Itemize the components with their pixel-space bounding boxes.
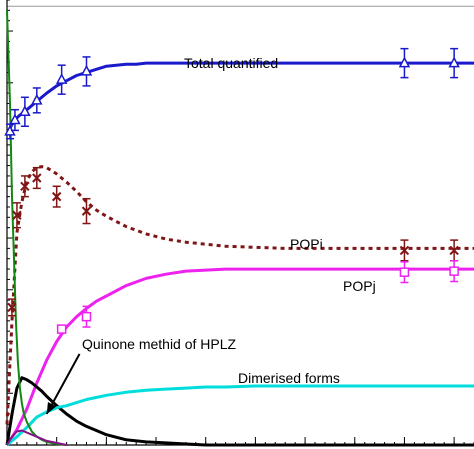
data-point-total (9, 108, 21, 132)
triangle-marker (19, 105, 31, 117)
data-point-popi (81, 197, 92, 225)
data-point-popi (32, 166, 42, 190)
data-point-popi (51, 185, 62, 208)
series-dimer-line (6, 384, 474, 447)
label-popi: POPi (290, 236, 323, 252)
data-point-popj (449, 260, 459, 283)
data-point-popj (399, 261, 410, 284)
cross-marker (7, 302, 17, 313)
data-point-popi (449, 239, 459, 262)
data-point-total (398, 47, 411, 79)
series-purple-line (6, 429, 67, 446)
triangle-marker (55, 73, 68, 84)
square-marker (56, 324, 67, 334)
label-quinone-methid: Quinone methid of HPLZ (82, 336, 237, 352)
series-layer (5, 10, 474, 447)
triangle-marker (448, 56, 460, 68)
data-point-popi (20, 175, 30, 198)
data-point-popi (12, 202, 22, 229)
label-total-quantified: Total quantified (184, 55, 278, 71)
cross-marker (449, 245, 459, 256)
quinone-arrow-shaft (45, 353, 81, 415)
series-popj-line (5, 267, 474, 446)
cross-marker (20, 181, 30, 191)
data-point-popi (399, 239, 410, 262)
series-total-line (5, 61, 474, 136)
data-point-total (19, 96, 31, 128)
data-point-popi (7, 298, 17, 317)
square-marker (399, 267, 410, 277)
cross-marker (12, 210, 22, 220)
cross-marker (399, 245, 410, 256)
triangle-marker (80, 64, 93, 76)
annotation-layer: Total quantified POPi POPj Quinone methi… (45, 55, 376, 415)
series-quinone-line (5, 376, 474, 447)
data-point-total (448, 47, 460, 79)
data-point-total (80, 56, 93, 87)
marker-layer (4, 47, 460, 334)
triangle-marker (9, 113, 21, 125)
label-popj: POPj (343, 278, 376, 294)
label-dimerised-forms: Dimerised forms (238, 370, 340, 386)
cross-marker (51, 191, 62, 202)
cross-marker (32, 173, 42, 183)
cross-marker (81, 206, 92, 216)
data-point-popj (56, 324, 67, 334)
square-marker (449, 266, 459, 276)
square-marker (81, 311, 92, 322)
data-point-total (31, 87, 43, 114)
data-point-total (55, 64, 68, 95)
triangle-marker (31, 93, 43, 105)
triangle-marker (398, 56, 411, 68)
quinone-arrow-head (46, 402, 57, 414)
data-point-popj (81, 305, 92, 328)
series-popi-line (5, 165, 474, 425)
